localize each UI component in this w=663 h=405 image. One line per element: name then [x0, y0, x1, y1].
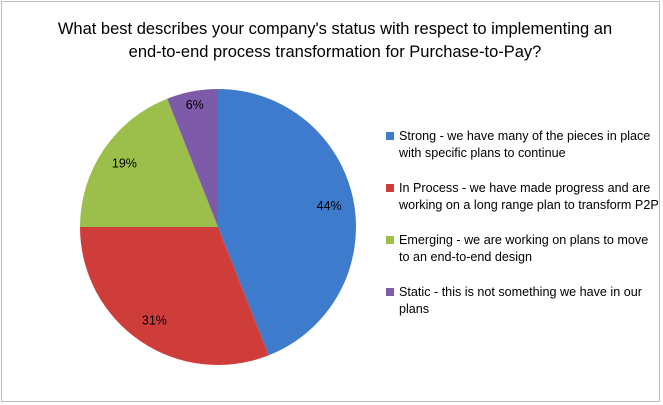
pie-slice: [167, 89, 218, 227]
legend-swatch: [386, 288, 394, 296]
legend-label: Emerging - we are working on plans to mo…: [399, 233, 649, 264]
data-label: 6%: [186, 98, 204, 112]
data-label: 44%: [317, 199, 342, 213]
data-label: 31%: [142, 314, 167, 328]
legend-item: Strong - we have many of the pieces in p…: [386, 128, 661, 180]
legend-swatch: [386, 132, 394, 140]
legend-swatch: [386, 184, 394, 192]
legend-item: In Process - we have made progress and a…: [386, 180, 661, 232]
legend: Strong - we have many of the pieces in p…: [386, 128, 661, 336]
pie-slice: [80, 227, 269, 365]
legend-label: In Process - we have made progress and a…: [399, 181, 659, 212]
legend-item: Emerging - we are working on plans to mo…: [386, 232, 661, 284]
pie-slice: [218, 89, 356, 356]
chart-title: What best describes your company's statu…: [57, 20, 613, 61]
legend-swatch: [386, 236, 394, 244]
legend-item: Static - this is not something we have i…: [386, 284, 661, 336]
legend-label: Static - this is not something we have i…: [399, 285, 642, 316]
pie-slice: [80, 98, 218, 227]
legend-label: Strong - we have many of the pieces in p…: [399, 129, 651, 160]
data-label: 19%: [112, 156, 137, 170]
